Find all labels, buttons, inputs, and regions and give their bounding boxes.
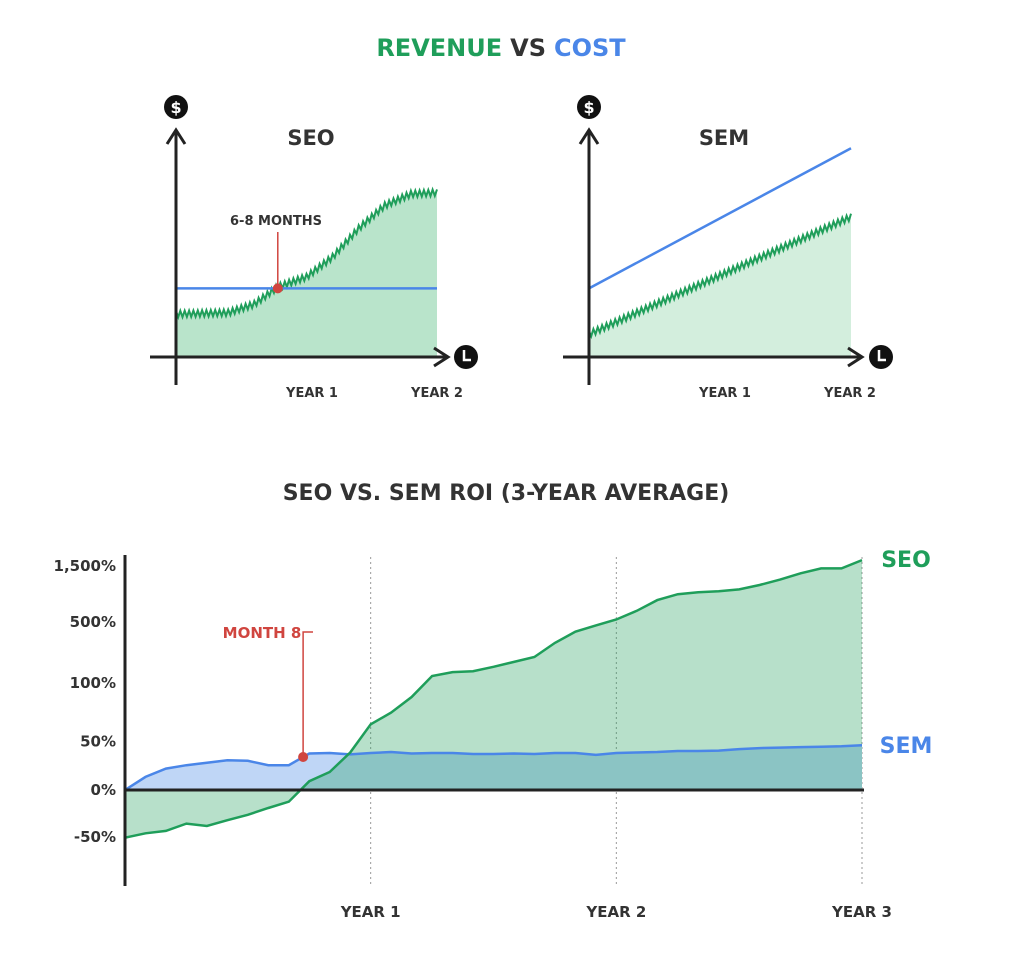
seo-x-tick-year1: YEAR 1 [285,386,338,401]
seo-revenue-area [176,189,437,357]
title-cost: COST [554,34,626,62]
sem-revenue-area [589,213,851,357]
title-vs: VS [510,34,546,62]
svg-text:$: $ [583,98,594,117]
seo-roi-line [124,558,863,839]
sem-y-axis-arrow [578,127,600,145]
seo-breakeven-point [272,283,283,294]
seo-y-axis-arrow [165,127,187,145]
roi-x-tick-labels: YEAR 1 YEAR 2 YEAR 3 [340,903,892,921]
month8-label: MONTH 8 [223,624,302,642]
seo-chart: SEO 6-8 MONTHS $ YEAR 1 YEAR 2 [150,95,478,401]
sem-roi-line [124,743,863,792]
seo-x-axis-arrow [433,346,451,368]
roi-y-tick: -50% [74,828,116,846]
svg-text:$: $ [170,98,181,117]
roi-y-tick: 1,500% [54,557,116,575]
dollar-icon: $ [577,95,601,119]
sem-chart-title: SEM [699,126,749,150]
seo-breakeven-label: 6-8 MONTHS [230,214,322,229]
roi-chart-title: SEO VS. SEM ROI (3-YEAR AVERAGE) [283,481,730,506]
roi-y-tick: 500% [70,613,116,631]
seo-x-tick-year2: YEAR 2 [410,386,463,401]
roi-y-tick: 100% [70,674,116,692]
roi-y-tick-labels: 1,500% 500% 100% 50% 0% -50% [54,557,116,846]
figure-title: REVENUE VS COST [376,34,626,62]
roi-x-tick: YEAR 3 [831,903,892,921]
roi-y-tick: 0% [91,781,116,799]
sem-roi-area [125,745,862,790]
sem-x-tick-year2: YEAR 2 [823,386,876,401]
dollar-icon: $ [164,95,188,119]
title-revenue: REVENUE [376,34,502,62]
sem-x-tick-year1: YEAR 1 [698,386,751,401]
seo-roi-area [125,560,862,838]
seo-chart-title: SEO [287,126,334,150]
sem-revenue-line [588,212,852,340]
clock-icon [454,345,478,369]
roi-y-tick: 50% [80,732,116,750]
sem-chart: SEM $ YEAR 1 YEAR 2 [563,95,893,401]
sem-cost-line [588,147,852,290]
roi-chart: SEO VS. SEM ROI (3-YEAR AVERAGE) MONTH 8… [54,481,933,921]
seo-revenue-line [175,186,438,321]
sem-series-label: SEM [880,734,933,759]
roi-x-tick: YEAR 1 [340,903,401,921]
month8-breakeven-point [298,751,309,762]
sem-x-axis-arrow [847,346,865,368]
month8-marker-line [302,631,313,757]
roi-x-tick: YEAR 2 [585,903,646,921]
clock-icon [869,345,893,369]
seo-series-label: SEO [881,548,931,573]
